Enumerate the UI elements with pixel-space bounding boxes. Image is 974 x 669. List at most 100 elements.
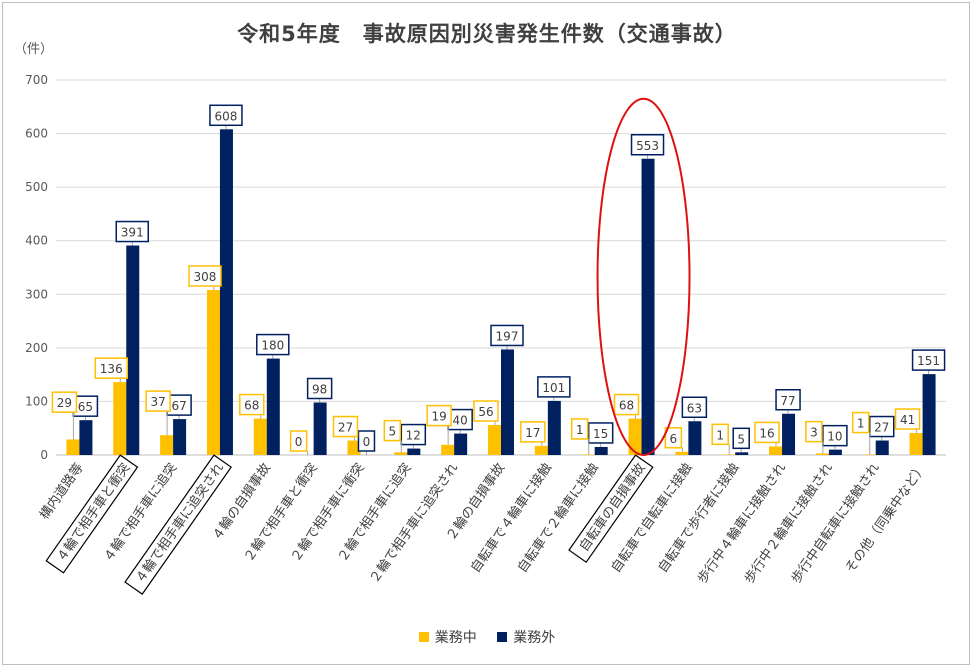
data-label-offwork: 197 <box>496 329 519 343</box>
category-label: 歩行中４輪車に接触され <box>694 460 789 586</box>
data-label-offwork: 12 <box>406 429 421 443</box>
data-label-box-offwork <box>115 220 150 243</box>
data-label-offwork: 67 <box>171 399 186 413</box>
y-tick-label: 500 <box>25 180 48 194</box>
legend-label-work: 業務中 <box>434 630 477 646</box>
bar-work <box>862 454 876 455</box>
category-label-group: 歩行中自転車に接触され <box>788 460 883 586</box>
data-label-work: 16 <box>759 426 774 440</box>
data-label-work: 1 <box>716 428 724 442</box>
bar-work <box>534 445 548 455</box>
y-tick-label: 300 <box>25 287 48 301</box>
y-tick-label: 0 <box>40 448 48 462</box>
category-label-group: 自転車で４輪車に接触 <box>467 460 555 576</box>
bar-offwork <box>547 400 561 455</box>
data-label-box-work <box>239 393 265 416</box>
data-label-box-offwork <box>490 324 524 347</box>
data-label-box-work <box>145 390 171 412</box>
category-label: その他（同乗中など） <box>843 461 930 576</box>
bar-offwork <box>735 452 749 455</box>
bar-offwork <box>454 433 468 455</box>
chart-title: 令和5年度 事故原因別災害発生件数（交通事故） <box>237 22 737 46</box>
bar-offwork <box>782 413 796 455</box>
data-label-box-offwork <box>822 424 848 447</box>
data-label-box-offwork <box>681 396 708 418</box>
category-label-group: ４輪で相手車と衝突 <box>45 454 139 574</box>
category-label: ２輪で相手車に追突され <box>366 460 461 586</box>
category-label-group: その他（同乗中など） <box>843 461 930 576</box>
bar-work <box>581 454 595 455</box>
bar-offwork <box>875 440 889 455</box>
y-tick-label: 200 <box>25 341 48 355</box>
data-label-box-offwork <box>630 134 665 156</box>
data-label-offwork: 65 <box>78 400 93 414</box>
data-label-box-work <box>94 357 129 379</box>
chart-legend: 業務中 業務外 <box>0 627 974 647</box>
category-label-group: 歩行中２輪車に接触され <box>741 460 836 586</box>
bar-work <box>394 452 408 455</box>
data-label-box-work <box>754 421 780 444</box>
data-label-box-offwork <box>357 430 376 452</box>
bar-work <box>113 382 127 455</box>
bar-work <box>206 290 220 455</box>
data-label-work: 308 <box>193 270 216 284</box>
data-label-work: 29 <box>57 396 72 410</box>
data-label-work: 17 <box>525 426 540 440</box>
data-label-work: 3 <box>810 426 818 440</box>
bar-work <box>628 418 642 455</box>
y-axis-unit-label: （件） <box>14 42 54 57</box>
bar-offwork <box>173 419 187 455</box>
data-label-box-offwork <box>868 415 895 438</box>
data-label-box-work <box>332 415 359 438</box>
data-label-box-work <box>520 421 546 443</box>
data-label-box-work <box>473 400 499 422</box>
category-label-group: 歩行中４輪車に接触され <box>694 460 789 586</box>
data-label-box-work <box>805 420 823 443</box>
bar-offwork <box>922 374 936 455</box>
data-label-offwork: 101 <box>542 381 565 395</box>
data-label-box-work <box>664 427 683 449</box>
legend-swatch-offwork <box>497 632 508 642</box>
bar-offwork <box>266 358 280 455</box>
category-label: 歩行中自転車に接触され <box>788 460 883 586</box>
data-label-box-work <box>188 265 222 287</box>
data-label-offwork: 10 <box>827 430 842 444</box>
data-label-offwork: 5 <box>737 432 745 446</box>
category-label: 自転車で自転車に接触 <box>608 460 696 576</box>
bar-work <box>160 435 174 455</box>
category-label: ４輪で相手車に追突され <box>132 460 227 586</box>
data-label-box-work <box>711 423 729 446</box>
data-label-work: 68 <box>619 399 634 413</box>
data-label-offwork: 180 <box>261 339 284 353</box>
data-label-box-work <box>894 408 921 430</box>
legend-label-offwork: 業務外 <box>513 630 556 646</box>
category-highlight-box <box>124 454 232 595</box>
data-label-offwork: 0 <box>363 435 371 449</box>
data-label-box-offwork <box>911 349 946 371</box>
bar-work <box>769 446 783 455</box>
bar-offwork <box>313 402 327 455</box>
y-tick-label: 600 <box>25 127 48 141</box>
data-label-box-offwork <box>587 422 614 444</box>
data-label-work: 6 <box>670 432 678 446</box>
data-label-work: 0 <box>295 435 303 449</box>
category-label: 歩行中２輪車に接触され <box>741 460 836 586</box>
data-label-work: 41 <box>900 413 915 427</box>
bar-work <box>253 418 267 455</box>
data-label-box-offwork <box>732 427 750 450</box>
y-tick-label: 100 <box>25 394 48 408</box>
bar-work <box>909 433 923 455</box>
data-label-work: 27 <box>338 421 353 435</box>
data-label-work: 37 <box>150 395 165 409</box>
data-label-box-work <box>51 391 78 413</box>
bar-work <box>815 453 829 455</box>
bar-offwork <box>594 446 608 455</box>
category-label-group: 自転車で自転車に接触 <box>608 460 696 576</box>
category-label: 自転車で歩行者に接触 <box>655 460 743 576</box>
data-label-box-work <box>570 418 589 440</box>
data-label-work: 5 <box>388 425 396 439</box>
bar-offwork <box>501 349 514 455</box>
data-label-offwork: 27 <box>874 421 889 435</box>
